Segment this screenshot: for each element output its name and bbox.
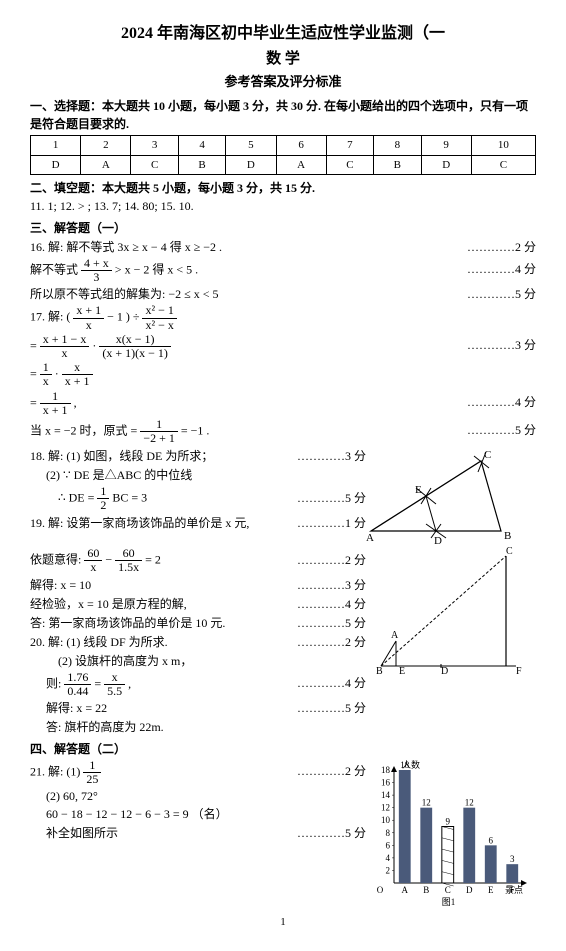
q17-line5: 当 x = −2 时，原式 = 1−2 + 1 = −1 . …………5 分: [30, 418, 536, 445]
q19-step1: 19. 解: 设第一家商场该饰品的单价是 x 元, …………1 分: [30, 514, 366, 532]
q21-step3: 60 − 18 − 12 − 12 − 6 − 3 = 9 （名）: [30, 805, 366, 823]
q20-step2: (2) 设旗杆的高度为 x m，: [30, 652, 366, 670]
svg-text:B: B: [376, 666, 383, 677]
svg-text:12: 12: [465, 798, 474, 808]
svg-text:14: 14: [381, 790, 391, 800]
svg-text:D: D: [466, 885, 473, 895]
svg-text:8: 8: [386, 828, 391, 838]
q18-step1: 18. 解: (1) 如图，线段 DE 为所求； …………3 分: [30, 447, 366, 465]
svg-text:10: 10: [381, 815, 391, 825]
svg-text:4: 4: [386, 853, 391, 863]
sec1-head: 一、选择题：本大题共 10 小题，每小题 3 分，共 30 分. 在每小题给出的…: [30, 97, 536, 133]
q19-step4: 经检验，x = 10 是原方程的解,…………4 分: [30, 595, 366, 613]
svg-text:D: D: [441, 666, 448, 677]
svg-text:12: 12: [381, 803, 390, 813]
svg-text:人数: 人数: [402, 759, 420, 770]
q19-step2: 依题意得: 60x − 601.5x = 2 …………2 分: [30, 547, 366, 574]
q21-step1: 21. 解: (1) 125 …………2 分: [30, 759, 366, 786]
q20-step1: 20. 解: (1) 线段 DF 为所求.…………2 分: [30, 633, 366, 651]
q19-step3: 解得: x = 10…………3 分: [30, 576, 366, 594]
svg-text:O: O: [377, 885, 384, 895]
svg-text:图1: 图1: [442, 897, 456, 907]
svg-text:18: 18: [381, 765, 391, 775]
svg-text:C: C: [484, 449, 491, 461]
svg-text:B: B: [423, 885, 429, 895]
q21-step4: 补全如图所示 …………5 分: [30, 824, 366, 842]
triangle-figure: A B C D E: [366, 446, 531, 546]
svg-text:E: E: [488, 885, 494, 895]
answer-table: 12345678910 DACBDACBDC: [30, 135, 536, 175]
svg-text:3: 3: [510, 854, 515, 864]
svg-text:12: 12: [422, 798, 431, 808]
svg-text:A: A: [391, 630, 399, 641]
q21-step2: (2) 60, 72°: [30, 787, 366, 805]
page-number: 1: [30, 914, 536, 931]
sec4-head: 四、解答题（二）: [30, 740, 536, 758]
svg-text:A: A: [402, 885, 409, 895]
q18-step3: ∴ DE = 12 BC = 3 …………5 分: [30, 485, 366, 512]
svg-text:6: 6: [489, 835, 494, 845]
subject: 数 学: [30, 48, 536, 71]
svg-text:16: 16: [381, 778, 391, 788]
svg-text:2: 2: [386, 865, 391, 875]
svg-text:F: F: [516, 666, 522, 677]
svg-text:C: C: [445, 885, 451, 895]
q18-step2: (2) ∵ DE 是△ABC 的中位线: [30, 466, 366, 484]
q16-step3: 所以原不等式组的解集为: −2 ≤ x < 5 …………5 分: [30, 285, 536, 303]
svg-text:6: 6: [386, 840, 391, 850]
fill-blank-answers: 11. 1; 12. > ; 13. 7; 14. 80; 15. 10.: [30, 197, 536, 215]
bar-chart: 2468101214161818A12B9C12D6E3F人数景点O图1: [366, 758, 531, 908]
q17-line2: = x + 1 − xx · x(x − 1)(x + 1)(x − 1) ………: [30, 333, 536, 360]
svg-text:9: 9: [446, 817, 451, 827]
page-title: 2024 年南海区初中毕业生适应性学业监测（一: [30, 22, 536, 46]
q17-line3: = 1x · xx + 1: [30, 361, 536, 388]
svg-text:D: D: [434, 535, 442, 546]
q20-step3: 则: 1.760.44 = x5.5 , …………4 分: [30, 671, 366, 698]
svg-text:C: C: [506, 546, 513, 557]
svg-text:景点: 景点: [505, 885, 523, 895]
q20-step5: 答: 旗杆的高度为 22m.: [30, 718, 366, 736]
svg-text:E: E: [399, 666, 405, 677]
flagpole-figure: C F A B E D: [366, 546, 531, 686]
q16-step2: 解不等式 4 + x3 > x − 2 得 x < 5 . …………4 分: [30, 257, 536, 284]
svg-text:E: E: [415, 484, 422, 496]
sec2-head: 二、填空题：本大题共 5 小题，每小题 3 分，共 15 分.: [30, 179, 536, 197]
q17-line4: = 1x + 1 , …………4 分: [30, 390, 536, 417]
q16-step1: 16. 解: 解不等式 3x ≥ x − 4 得 x ≥ −2 . …………2 …: [30, 238, 536, 256]
sec3-head: 三、解答题（一）: [30, 219, 536, 237]
q20-step4: 解得: x = 22…………5 分: [30, 699, 366, 717]
q19-step5: 答: 第一家商场该饰品的单价是 10 元.…………5 分: [30, 614, 366, 632]
svg-text:B: B: [504, 530, 511, 542]
q17-line1: 17. 解: ( x + 1x − 1 ) ÷ x² − 1x² − x: [30, 304, 536, 331]
answer-title: 参考答案及评分标准: [30, 72, 536, 92]
svg-text:A: A: [366, 532, 374, 544]
